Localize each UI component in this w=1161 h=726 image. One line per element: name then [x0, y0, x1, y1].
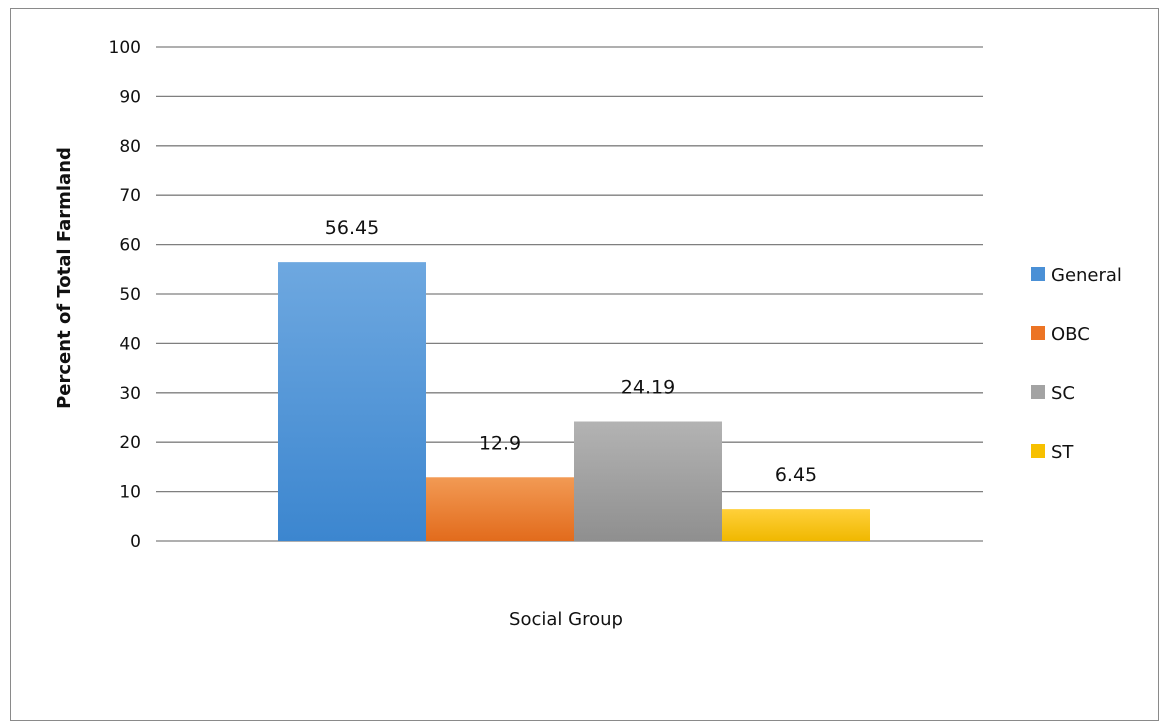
bar-st [722, 509, 870, 541]
data-label-obc: 12.9 [479, 432, 521, 454]
legend-swatch-sc [1031, 385, 1045, 399]
y-tick-label: 50 [119, 285, 141, 305]
y-tick-label: 70 [119, 186, 141, 206]
y-tick-label: 10 [119, 483, 141, 503]
y-tick-label: 90 [119, 87, 141, 107]
y-tick-label: 0 [130, 532, 141, 552]
y-tick-label: 80 [119, 137, 141, 157]
legend-label-st: ST [1051, 442, 1074, 463]
data-label-st: 6.45 [775, 464, 817, 486]
y-axis-title: Percent of Total Farmland [54, 147, 75, 409]
legend-label-sc: SC [1051, 383, 1075, 404]
y-axis-tick-labels: 0 10 20 30 40 50 60 70 80 90 100 [109, 38, 141, 552]
chart-frame: 0 10 20 30 40 50 60 70 80 90 100 56.45 12.9 24.19 6.4… [10, 8, 1159, 721]
legend: General OBC SC ST [1031, 265, 1122, 463]
legend-swatch-obc [1031, 326, 1045, 340]
bars [278, 262, 870, 541]
bar-obc [426, 477, 574, 541]
legend-swatch-general [1031, 267, 1045, 281]
bar-general [278, 262, 426, 541]
legend-label-general: General [1051, 265, 1122, 286]
y-tick-label: 20 [119, 433, 141, 453]
x-axis-title: Social Group [509, 609, 623, 630]
data-label-sc: 24.19 [621, 377, 675, 399]
bar-sc [574, 421, 722, 541]
legend-swatch-st [1031, 444, 1045, 458]
bar-chart: 0 10 20 30 40 50 60 70 80 90 100 56.45 12.9 24.19 6.4… [54, 38, 1122, 630]
data-labels: 56.45 12.9 24.19 6.45 [325, 217, 817, 486]
y-tick-label: 40 [119, 334, 141, 354]
y-tick-label: 30 [119, 384, 141, 404]
legend-label-obc: OBC [1051, 324, 1090, 345]
data-label-general: 56.45 [325, 217, 379, 239]
y-tick-label: 60 [119, 236, 141, 256]
y-tick-label: 100 [109, 38, 141, 58]
